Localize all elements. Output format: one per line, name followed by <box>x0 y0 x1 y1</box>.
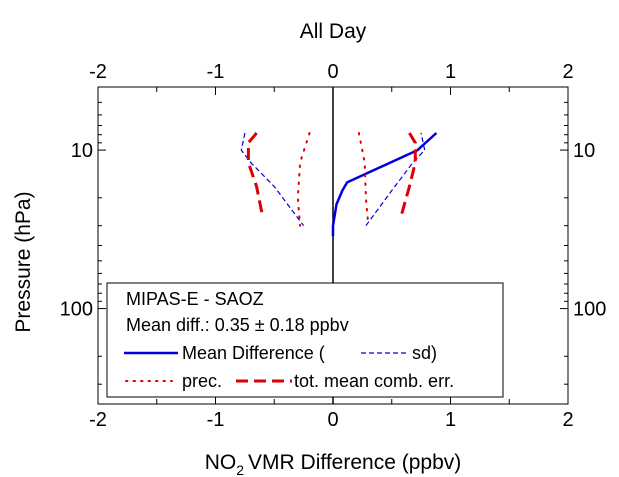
x-tick-label-bottom: 0 <box>327 409 338 431</box>
legend-err-label: tot. mean comb. err. <box>294 371 454 391</box>
y-tick-label-right: 10 <box>573 140 595 162</box>
x-tick-label-bottom: -1 <box>207 409 225 431</box>
series-solid-mean-difference <box>331 132 438 237</box>
legend: MIPAS-E - SAOZ Mean diff.: 0.35 ± 0.18 p… <box>106 282 504 398</box>
x-axis-label-prefix: NO <box>205 451 237 474</box>
series-dotted-prec- <box>296 132 311 227</box>
y-axis-label: Pressure (hPa) <box>12 191 35 332</box>
x-axis-label-text: VMR Difference (ppbv) <box>248 451 461 474</box>
x-tick-label-top: 2 <box>562 61 573 83</box>
legend-mean-label: Mean Difference ( <box>182 343 325 363</box>
x-tick-label-bottom: -2 <box>89 409 107 431</box>
legend-box <box>106 282 504 398</box>
legend-stat-line: Mean diff.: 0.35 ± 0.18 ppbv <box>126 315 349 335</box>
series-dashed-thick-tot-mean-comb-err- <box>246 132 264 217</box>
x-tick-label-bottom: 2 <box>562 409 573 431</box>
x-tick-label-top: -2 <box>89 61 107 83</box>
series-dashed-thin-sd <box>365 132 426 227</box>
legend-prec-label: prec. <box>182 371 222 391</box>
series-dotted-prec- <box>357 132 370 227</box>
x-axis-label: NO2 VMR Difference (ppbv) <box>205 451 462 477</box>
series-dashed-thick-tot-mean-comb-err- <box>399 132 417 217</box>
y-tick-label-left: 100 <box>60 299 93 321</box>
series-dashed-thin-sd <box>240 132 305 227</box>
legend-sd-label: sd) <box>412 343 437 363</box>
x-tick-label-top: 1 <box>445 61 456 83</box>
legend-header: MIPAS-E - SAOZ <box>126 289 264 309</box>
x-tick-label-top: -1 <box>207 61 225 83</box>
x-tick-label-bottom: 1 <box>445 409 456 431</box>
chart-title: All Day <box>300 20 367 43</box>
y-tick-label-left: 10 <box>71 140 93 162</box>
series-layer <box>240 132 438 237</box>
x-axis-label-subscript: 2 <box>236 462 244 477</box>
y-tick-label-right: 100 <box>573 299 606 321</box>
x-tick-label-top: 0 <box>327 61 338 83</box>
